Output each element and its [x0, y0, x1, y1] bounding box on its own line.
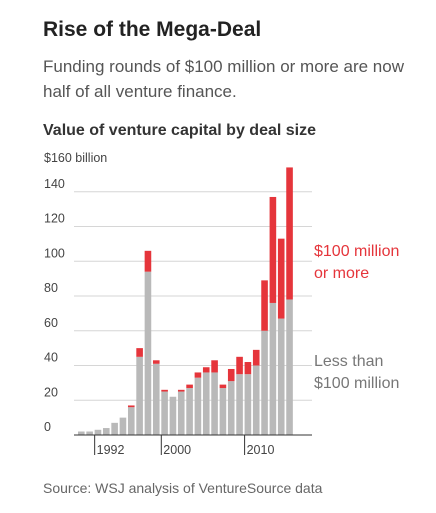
bar-under-100m [144, 271, 152, 435]
bar-under-100m [227, 381, 235, 435]
bar-under-100m [94, 429, 102, 435]
bar-100m-or-more [186, 384, 193, 389]
bar-100m-or-more [144, 250, 152, 272]
bar-under-100m [219, 388, 227, 435]
y-axis-unit-label: $160 billion [44, 151, 107, 165]
bar-under-100m [152, 363, 160, 435]
bar-under-100m [236, 374, 243, 435]
y-tick-label: 120 [44, 212, 65, 226]
y-axis-ticks: 0 20 40 60 80 100 120 140 [44, 177, 65, 434]
bar-100m-or-more [277, 238, 285, 319]
y-tick-label: 80 [44, 281, 58, 295]
bar-under-100m [119, 417, 127, 436]
bar-100m-or-more [227, 368, 235, 382]
bar-under-100m [211, 372, 218, 435]
bar-under-100m [78, 431, 85, 435]
y-tick-label: 20 [44, 385, 58, 399]
bar-100m-or-more [177, 389, 185, 392]
bar-under-100m [111, 422, 118, 435]
y-tick-label: 60 [44, 316, 58, 330]
bar-100m-or-more [194, 372, 202, 378]
bar-100m-or-more [261, 280, 268, 331]
bar-100m-or-more [127, 405, 135, 408]
bar-under-100m [86, 431, 93, 435]
bar-under-100m [194, 377, 202, 435]
y-tick-label: 140 [44, 177, 65, 191]
bar-100m-or-more [286, 167, 293, 300]
bar-under-100m [102, 428, 110, 435]
y-tick-label: 0 [44, 420, 51, 434]
page-title: Rise of the Mega-Deal [43, 18, 262, 41]
bar-under-100m [136, 356, 143, 435]
y-tick-label: 100 [44, 246, 65, 260]
bar-100m-or-more [211, 360, 218, 373]
bar-100m-or-more [219, 384, 227, 389]
bar-100m-or-more [236, 356, 243, 375]
bar-100m-or-more [202, 367, 210, 373]
bar-under-100m [252, 365, 260, 435]
bar-under-100m [169, 396, 177, 435]
page-subtitle: Funding rounds of $100 million or more a… [43, 57, 404, 101]
series-labels: Less than $100 million $100 million or more [314, 243, 399, 392]
grid-lines [74, 191, 312, 401]
bar-under-100m [177, 391, 185, 435]
bar-100m-or-more [252, 349, 260, 366]
bar-100m-or-more [152, 360, 160, 364]
series-label: $100 million [314, 375, 399, 392]
bar-under-100m [277, 318, 285, 435]
x-axis-ticks: 1992 2000 2010 [94, 435, 275, 457]
bar-under-100m [161, 391, 168, 435]
chart-title: Value of venture capital by deal size [43, 122, 316, 139]
series-label: or more [314, 265, 369, 282]
bar-100m-or-more [244, 362, 252, 375]
bar-under-100m [269, 302, 277, 435]
bar-100m-or-more [269, 196, 277, 303]
bar-under-100m [286, 299, 293, 436]
bar-100m-or-more [161, 389, 168, 392]
source-note: Source: WSJ analysis of VentureSource da… [43, 480, 323, 496]
bar-100m-or-more [136, 348, 143, 357]
x-tick-label: 1992 [97, 443, 125, 457]
bar-under-100m [186, 388, 193, 435]
bar-under-100m [244, 374, 252, 435]
series-label: $100 million [314, 243, 399, 260]
x-tick-label: 2000 [163, 443, 191, 457]
bar-under-100m [127, 407, 135, 435]
x-tick-label: 2010 [247, 443, 275, 457]
bar-under-100m [202, 372, 210, 435]
series-label: Less than [314, 353, 383, 370]
bar-under-100m [261, 330, 268, 435]
y-tick-label: 40 [44, 351, 58, 365]
bars [78, 167, 293, 436]
